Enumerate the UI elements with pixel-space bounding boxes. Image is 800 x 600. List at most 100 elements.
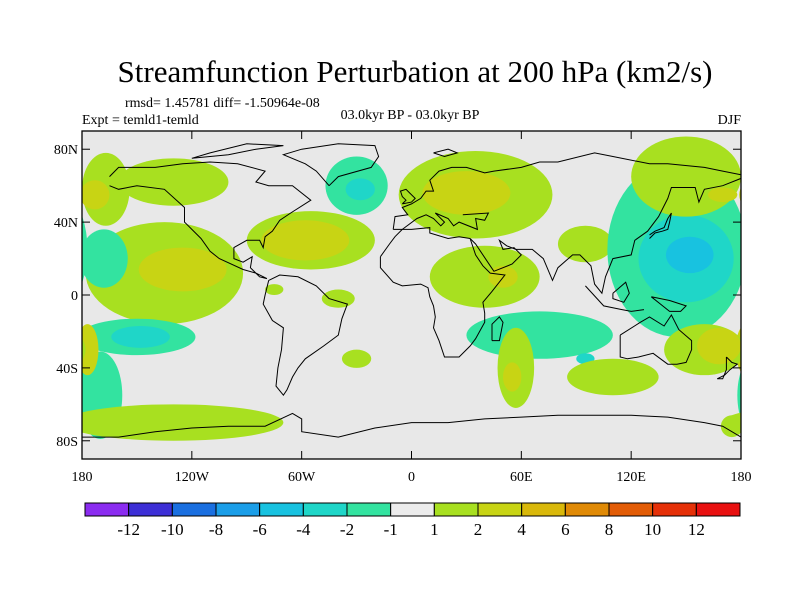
contour-region-11 <box>422 171 511 215</box>
contour-region-17 <box>49 187 78 202</box>
contour-region-24 <box>265 284 284 295</box>
colorbar-label-5: -2 <box>340 520 354 539</box>
colorbar-label-4: -4 <box>296 520 311 539</box>
coastline-borneo-ng <box>612 281 630 303</box>
colorbar-label-7: 1 <box>430 520 439 539</box>
colorbar: -12 -10 -8 -6 -4 -2 -1 1 2 4 6 8 10 12 <box>84 502 741 539</box>
colorbar-label-6: -1 <box>384 520 398 539</box>
x-tick-label-2: 60W <box>288 470 316 485</box>
colorbar-label-10: 6 <box>561 520 570 539</box>
colorbar-swatch-14 <box>695 502 741 517</box>
x-tick-label-6: 180 <box>731 470 752 485</box>
x-tick-label-5: 120E <box>616 470 646 485</box>
contour-region-33 <box>82 339 86 361</box>
contour-field <box>7 136 800 441</box>
coastlines <box>82 143 741 438</box>
contour-region-5 <box>739 247 741 270</box>
stats-text: rmsd= 1.45781 diff= -1.50964e-08 <box>125 96 320 111</box>
contour-region-12 <box>557 225 613 263</box>
contour-region-28 <box>466 311 613 359</box>
contour-region-35 <box>720 415 741 438</box>
colorbar-label-1: -10 <box>161 520 184 539</box>
contour-region-4 <box>138 247 227 292</box>
season-text: DJF <box>718 113 742 128</box>
contour-region-1 <box>741 153 789 226</box>
coastline-greenland <box>281 143 380 187</box>
contour-region-13 <box>82 215 88 284</box>
x-tick-label-3: 0 <box>408 470 415 485</box>
coastline-arctic-islands <box>191 143 284 159</box>
contour-region-34 <box>38 328 82 364</box>
coastline-madagascar <box>491 316 504 342</box>
coastline-australia <box>619 314 693 365</box>
colorbar-swatch-2 <box>171 502 217 517</box>
y-tick-label-4: 80S <box>56 435 78 450</box>
x-axis: 180 120W 60W 0 60E 120E 180 <box>72 131 752 485</box>
contour-region-5 <box>82 229 128 288</box>
colorbar-label-11: 8 <box>605 520 614 539</box>
contour-region-16 <box>631 136 741 217</box>
y-tick-label-1: 40N <box>54 216 78 231</box>
colorbar-swatch-5 <box>302 502 348 517</box>
contour-region-22 <box>82 404 284 441</box>
contour-region-17 <box>708 187 738 203</box>
experiment-text: Expt = temld1-temld <box>82 113 199 128</box>
contour-region-19 <box>770 326 800 348</box>
contour-region-2 <box>82 180 110 210</box>
contour-region-25 <box>341 349 372 368</box>
coastline-new-zealand <box>716 356 739 380</box>
colorbar-swatch-4 <box>259 502 304 517</box>
colorbar-label-2: -8 <box>209 520 223 539</box>
coastline-mediterranean <box>393 227 471 240</box>
colorbar-label-12: 10 <box>644 520 661 539</box>
colorbar-swatch-11 <box>564 502 610 517</box>
coastline-north-america <box>109 161 312 280</box>
colorbar-label-0: -12 <box>117 520 140 539</box>
colorbar-swatch-13 <box>652 502 697 517</box>
period-text: 03.0kyr BP - 03.0kyr BP <box>341 108 480 123</box>
colorbar-swatch-9 <box>477 502 523 517</box>
coastline-asia-south <box>469 177 741 295</box>
contour-region-18 <box>737 330 741 344</box>
coastline-indonesia <box>585 285 645 312</box>
contour-region-9 <box>345 178 375 201</box>
x-tick-label-0: 180 <box>72 470 93 485</box>
colorbar-swatch-3 <box>215 502 261 517</box>
colorbar-swatch-12 <box>608 502 654 517</box>
contour-region-32 <box>567 358 659 396</box>
colorbar-swatch-6 <box>346 502 392 517</box>
colorbar-swatch-10 <box>521 502 566 517</box>
contour-region-34 <box>697 327 741 365</box>
colorbar-label-3: -6 <box>253 520 267 539</box>
y-tick-label-0: 80N <box>54 143 78 158</box>
contour-region-2 <box>739 187 741 202</box>
contour-region-31 <box>503 362 522 392</box>
contour-region-3 <box>745 222 800 324</box>
coastline-new-guinea <box>650 296 688 312</box>
colorbar-label-9: 4 <box>517 520 526 539</box>
contour-region-15 <box>7 237 55 273</box>
contour-region-21 <box>82 324 99 376</box>
colorbar-swatch-1 <box>128 502 173 517</box>
contour-region-20 <box>737 371 741 420</box>
coastline-africa <box>379 238 506 358</box>
contour-region-26 <box>429 245 540 308</box>
colorbar-swatch-8 <box>433 502 479 517</box>
contour-region-15 <box>665 236 714 274</box>
colorbar-swatch-7 <box>390 502 435 517</box>
chart-title: Streamfunction Perturbation at 200 hPa (… <box>118 54 713 89</box>
contour-region-23 <box>321 289 355 308</box>
x-tick-label-1: 120W <box>175 470 210 485</box>
contour-region-0 <box>778 158 800 205</box>
coastline-svalbard <box>433 148 459 158</box>
coastline-antarctica <box>82 412 741 438</box>
contour-region-7 <box>261 220 350 261</box>
colorbar-swatch-0 <box>84 502 130 517</box>
coastline-britain <box>399 188 416 205</box>
y-tick-label-2: 0 <box>71 289 78 304</box>
contour-region-0 <box>118 158 229 206</box>
coastline-south-america <box>262 274 349 397</box>
colorbar-label-8: 2 <box>474 520 483 539</box>
coastline-europe-south <box>402 212 490 231</box>
